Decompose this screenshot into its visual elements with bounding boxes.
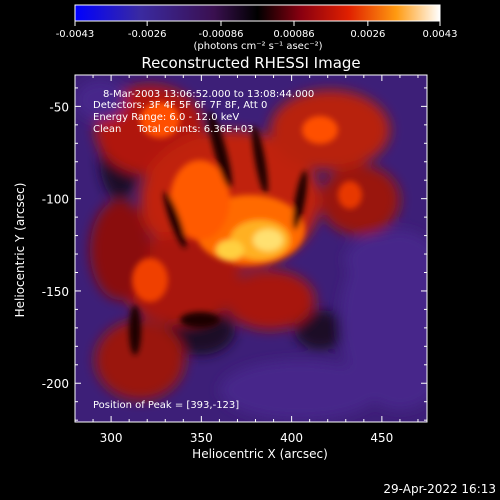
x-tick-label: 300 [100,431,123,445]
annotation-time-range: 8-Mar-2003 13:06:52.000 to 13:08:44.000 [103,89,314,100]
x-tick-label: 450 [370,431,393,445]
x-tick-label: 400 [280,431,303,445]
colorbar-tick-label: 0.0026 [350,29,385,40]
annotation-energy-range: Energy Range: 6.0 - 12.0 keV [93,112,239,123]
colorbar-tick-label: 0.00086 [273,29,314,40]
colorbar-tick-label: -0.00086 [199,29,244,40]
colorbar-tick-label: 0.0043 [423,29,458,40]
colorbar-unit-label: (photons cm⁻² s⁻¹ asec⁻²) [193,41,322,52]
y-tick-label: -150 [42,285,69,299]
y-tick-label: -200 [42,377,69,391]
x-axis-label: Heliocentric X (arcsec) [192,447,328,461]
y-axis-label: Heliocentric Y (arcsec) [13,183,27,318]
chart-title: Reconstructed RHESSI Image [141,54,360,72]
x-tick-label: 350 [190,431,213,445]
x-axis-ticks: 300 350 400 450 [92,75,419,445]
annotation-clean-counts: Clean Total counts: 6.36E+03 [93,124,253,135]
plot-frame [74,74,428,423]
annotation-detectors: Detectors: 3F 4F 5F 6F 7F 8F, Att 0 [93,100,267,111]
annotations: 8-Mar-2003 13:06:52.000 to 13:08:44.000 … [93,89,314,411]
peak-position-label: Position of Peak = [393,-123] [93,400,239,411]
heatmap-image [75,75,427,422]
y-axis-ticks: -50 -100 -150 -200 [42,87,427,421]
colorbar-tick-label: -0.0043 [56,29,95,40]
y-tick-label: -100 [42,193,69,207]
y-tick-label: -50 [49,100,69,114]
colorbar-tick-label: -0.0026 [128,29,167,40]
colorbar-gradient [74,4,441,22]
colorbar: -0.0043 -0.0026 -0.00086 0.00086 0.0026 0.004… [56,4,458,52]
timestamp: 29-Apr-2022 16:13 [383,482,496,496]
colorbar-ticks: -0.0043 -0.0026 -0.00086 0.00086 0.0026 0.004… [56,21,458,40]
